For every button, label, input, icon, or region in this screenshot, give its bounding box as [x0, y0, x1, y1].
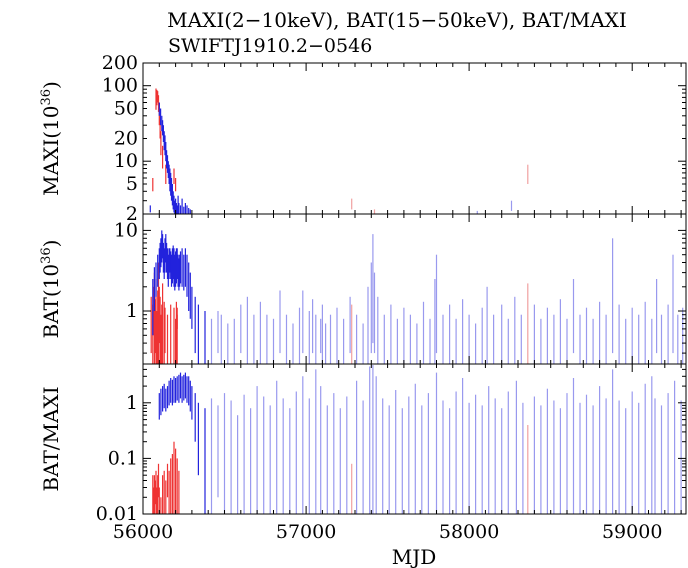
- panel-frame-bat: [142, 213, 687, 365]
- y-tick-label-maxi: 50: [114, 98, 138, 120]
- chart-subtitle: SWIFTJ1910.2−0546: [168, 35, 372, 57]
- panel-frame-ratio: [142, 363, 687, 515]
- panel-bat: 1 10 BAT(1036): [39, 213, 687, 365]
- y-tick-label-ratio: 1: [126, 392, 138, 414]
- y-tick-label-bat: 10: [114, 219, 138, 241]
- x-tick-label: 59000: [602, 521, 662, 543]
- y-tick-label-bat: 1: [126, 300, 138, 322]
- y-tick-label-maxi: 100: [102, 75, 138, 97]
- y-tick-label-maxi: 20: [114, 128, 138, 150]
- y-tick-label-maxi: 200: [102, 52, 138, 74]
- y-tick-label-maxi: 10: [114, 150, 138, 172]
- chart-title: MAXI(2−10keV), BAT(15−50keV), BAT/MAXI: [167, 8, 627, 32]
- x-tick-label: 56000: [113, 521, 173, 543]
- panel-frame-maxi: [142, 62, 687, 215]
- y-tick-label-ratio: 0.1: [108, 447, 138, 469]
- y-tick-label-maxi: 5: [126, 173, 138, 195]
- y-axis-label-maxi: MAXI(1036): [39, 81, 63, 196]
- y-tick-label-ratio: 0.01: [96, 503, 138, 525]
- x-axis-label: MJD: [392, 545, 437, 568]
- y-axis-label-bat: BAT(1036): [39, 240, 63, 339]
- panels-group: 25102050100200MAXI(1036)110BAT(1036)0.01…: [39, 52, 687, 543]
- panel-ratio: 0.01 0.1 1 BAT/MAXI: [39, 363, 687, 525]
- x-tick-label: 58000: [439, 521, 499, 543]
- y-axis-label-ratio: BAT/MAXI: [39, 386, 63, 491]
- y-tick-label-maxi: 2: [126, 203, 138, 225]
- x-tick-label: 57000: [276, 521, 336, 543]
